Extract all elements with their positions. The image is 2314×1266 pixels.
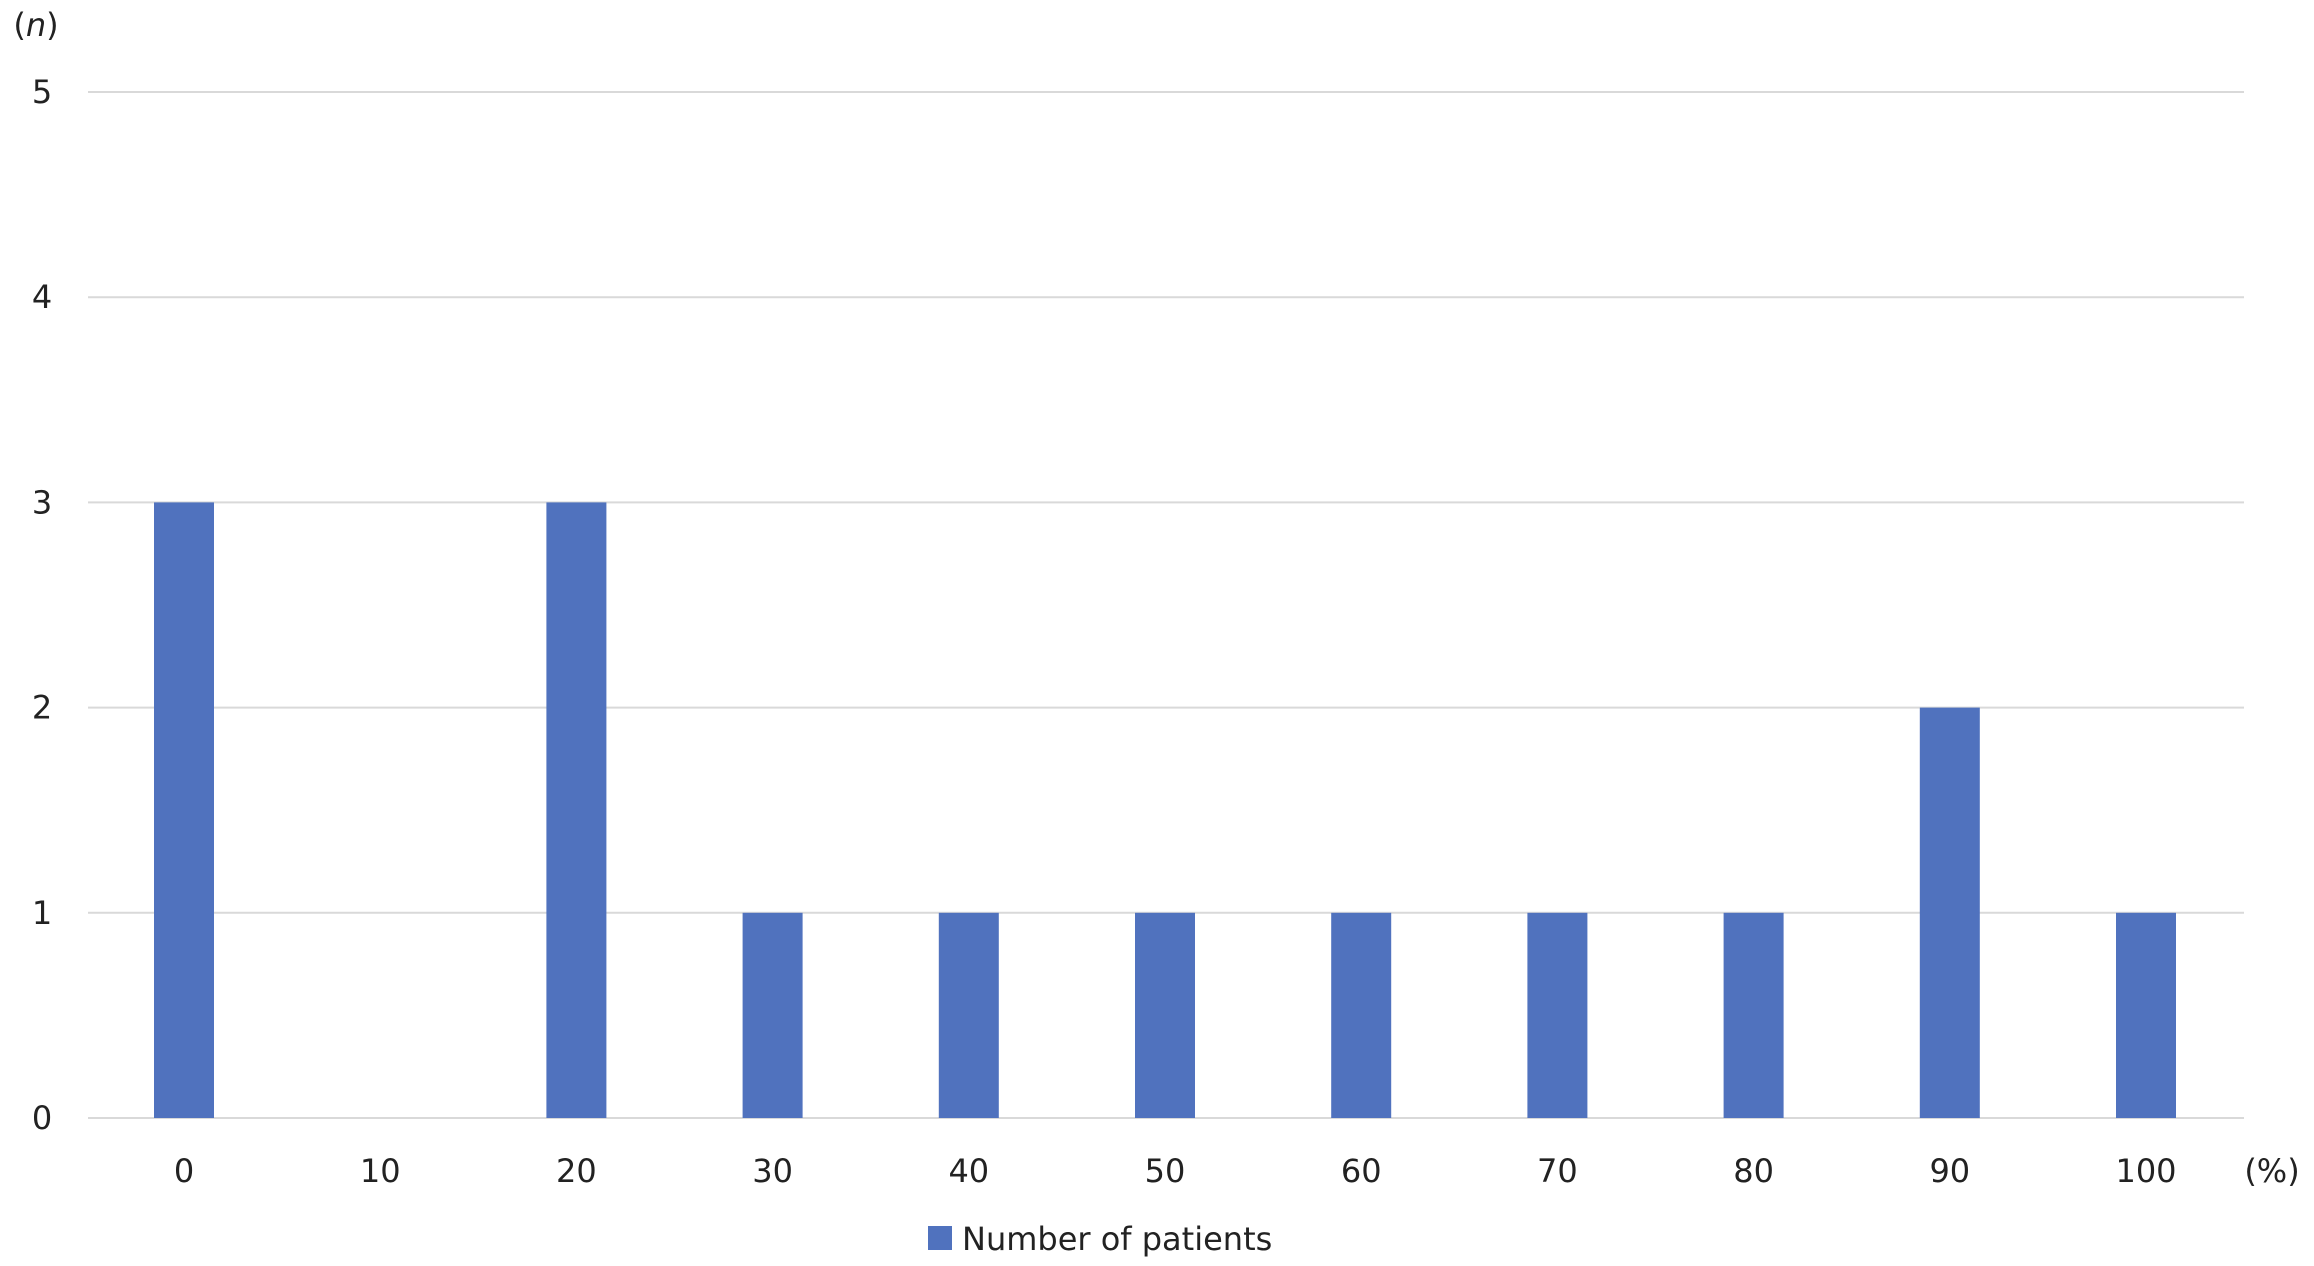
x-tick-label: 10 [360,1152,401,1190]
y-tick-label: 3 [32,483,52,521]
y-axis-label: (n) [13,6,58,44]
y-axis-label-text: n [26,6,46,44]
y-tick-labels: 0 1 2 3 4 5 [32,73,52,1137]
x-tick-label: 70 [1537,1152,1578,1190]
legend-swatch [928,1226,952,1250]
x-tick-label: 80 [1733,1152,1774,1190]
y-tick-label: 4 [32,278,52,316]
bar-80 [1723,912,1784,1118]
y-tick-label: 0 [32,1099,52,1137]
x-tick-label: 100 [2115,1152,2176,1190]
bar-50 [1135,912,1195,1118]
y-tick-label: 5 [32,73,52,111]
y-tick-label: 1 [32,894,52,932]
bar-40 [938,912,999,1118]
bar-0 [154,502,214,1118]
x-tick-label: 40 [948,1152,989,1190]
x-axis-unit: (%) [2244,1152,2299,1190]
bar-60 [1331,912,1392,1118]
legend: Number of patients [928,1220,1272,1258]
bar-20 [546,502,607,1118]
x-tick-label: 50 [1145,1152,1186,1190]
x-tick-labels: 0 10 20 30 40 50 60 70 80 90 100 [174,1152,2177,1190]
x-tick-label: 30 [752,1152,793,1190]
bar-70 [1527,912,1588,1118]
gridlines [88,91,2244,1119]
x-tick-label: 20 [556,1152,597,1190]
legend-label: Number of patients [962,1220,1272,1258]
x-tick-label: 90 [1929,1152,1970,1190]
y-tick-label: 2 [32,689,52,727]
x-tick-label: 60 [1341,1152,1382,1190]
bar-90 [1919,707,1980,1118]
bar-100 [2116,912,2176,1118]
bars [154,502,2176,1118]
x-tick-label: 0 [174,1152,194,1190]
bar-30 [742,912,803,1118]
